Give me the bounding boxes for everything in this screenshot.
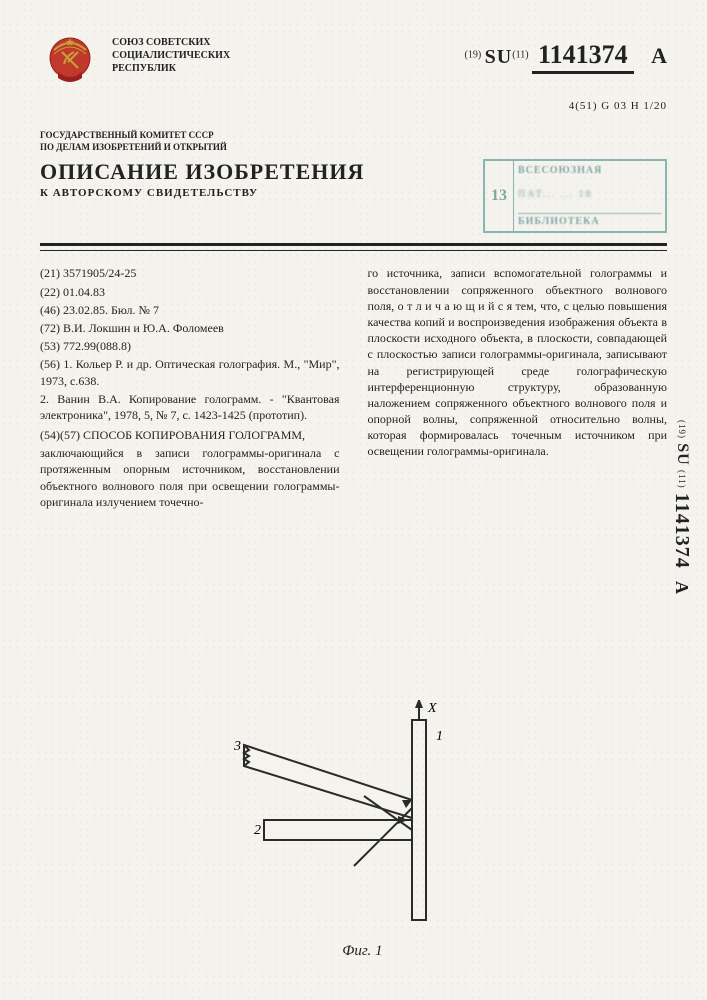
patent-id: (19) SU(11) 1141374 A bbox=[464, 30, 667, 70]
ipc-code: G 03 H 1/20 bbox=[601, 100, 667, 112]
stamp-bottom: БИБЛИОТЕКА bbox=[518, 213, 661, 227]
figure-1: X 1 3 2 Фиг. 1 bbox=[214, 700, 494, 960]
field-22: (22) 01.04.83 bbox=[40, 284, 340, 300]
committee-text: ГОСУДАРСТВЕННЫЙ КОМИТЕТ СССР ПО ДЕЛАМ ИЗ… bbox=[40, 130, 667, 153]
patent-page: СОЮЗ СОВЕТСКИХ СОЦИАЛИСТИЧЕСКИХ РЕСПУБЛИ… bbox=[0, 0, 707, 1000]
field-54-head: (54)(57) СПОСОБ КОПИРОВАНИЯ ГОЛОГРАММ, bbox=[40, 427, 340, 443]
side-num: 1141374 bbox=[671, 493, 693, 569]
abstract-continuation: го источника, записи вспомогательной гол… bbox=[368, 265, 668, 459]
rule-thick bbox=[40, 243, 667, 246]
rule-thin bbox=[40, 250, 667, 251]
label-2: 2 bbox=[254, 823, 261, 838]
field-56b: 2. Ванин В.А. Копирование голограмм. - "… bbox=[40, 391, 340, 423]
ipc-classification: 4(51) G 03 H 1/20 bbox=[40, 100, 667, 112]
stamp-top: ВСЕСОЮЗНАЯ bbox=[518, 165, 661, 176]
stamp-number: 13 bbox=[485, 161, 514, 231]
field-54-body: заключающийся в записи голограммы-оригин… bbox=[40, 445, 340, 510]
label-3: 3 bbox=[233, 739, 241, 754]
field-53: (53) 772.99(088.8) bbox=[40, 338, 340, 354]
title-row: ОПИСАНИЕ ИЗОБРЕТЕНИЯ К АВТОРСКОМУ СВИДЕТ… bbox=[40, 159, 667, 233]
axis-x-label: X bbox=[427, 701, 437, 716]
su-sub: (11) bbox=[512, 49, 528, 60]
main-title: ОПИСАНИЕ ИЗОБРЕТЕНИЯ bbox=[40, 159, 463, 185]
subtitle: К АВТОРСКОМУ СВИДЕТЕЛЬСТВУ bbox=[40, 187, 463, 199]
stamp-mid: ПАТ... ... 18 bbox=[518, 189, 661, 200]
stamp-body: ВСЕСОЮЗНАЯ ПАТ... ... 18 БИБЛИОТЕКА bbox=[514, 161, 665, 231]
patent-suffix: A bbox=[651, 43, 667, 68]
body-columns: (21) 3571905/24-25 (22) 01.04.83 (46) 23… bbox=[40, 265, 667, 512]
field-21: (21) 3571905/24-25 bbox=[40, 265, 340, 281]
label-1: 1 bbox=[436, 729, 443, 744]
side-sub: (11) bbox=[677, 470, 687, 489]
side-pre: (19) bbox=[677, 420, 687, 439]
right-column: го источника, записи вспомогательной гол… bbox=[368, 265, 668, 512]
figure-label: Фиг. 1 bbox=[342, 943, 382, 960]
union-text: СОЮЗ СОВЕТСКИХ СОЦИАЛИСТИЧЕСКИХ РЕСПУБЛИ… bbox=[112, 30, 230, 75]
su-prefix: (19) bbox=[464, 49, 481, 60]
field-56a: (56) 1. Кольер Р. и др. Оптическая голог… bbox=[40, 356, 340, 388]
title-block: ОПИСАНИЕ ИЗОБРЕТЕНИЯ К АВТОРСКОМУ СВИДЕТ… bbox=[40, 159, 463, 199]
side-a: A bbox=[671, 581, 692, 595]
patent-number: 1141374 bbox=[532, 40, 634, 74]
side-patent-id: (19) SU (11) 1141374 A bbox=[670, 420, 693, 595]
field-46: (46) 23.02.85. Бюл. № 7 bbox=[40, 302, 340, 318]
figure-svg: X 1 3 2 bbox=[214, 700, 494, 940]
library-stamp: 13 ВСЕСОЮЗНАЯ ПАТ... ... 18 БИБЛИОТЕКА bbox=[483, 159, 667, 233]
left-column: (21) 3571905/24-25 (22) 01.04.83 (46) 23… bbox=[40, 265, 340, 512]
su-label: SU bbox=[485, 46, 513, 68]
ussr-emblem-icon bbox=[40, 30, 100, 90]
side-su: SU bbox=[674, 443, 691, 465]
header-top-row: СОЮЗ СОВЕТСКИХ СОЦИАЛИСТИЧЕСКИХ РЕСПУБЛИ… bbox=[40, 30, 667, 90]
ipc-prefix: 4(51) bbox=[569, 100, 598, 112]
field-72: (72) В.И. Локшин и Ю.А. Фоломеев bbox=[40, 320, 340, 336]
